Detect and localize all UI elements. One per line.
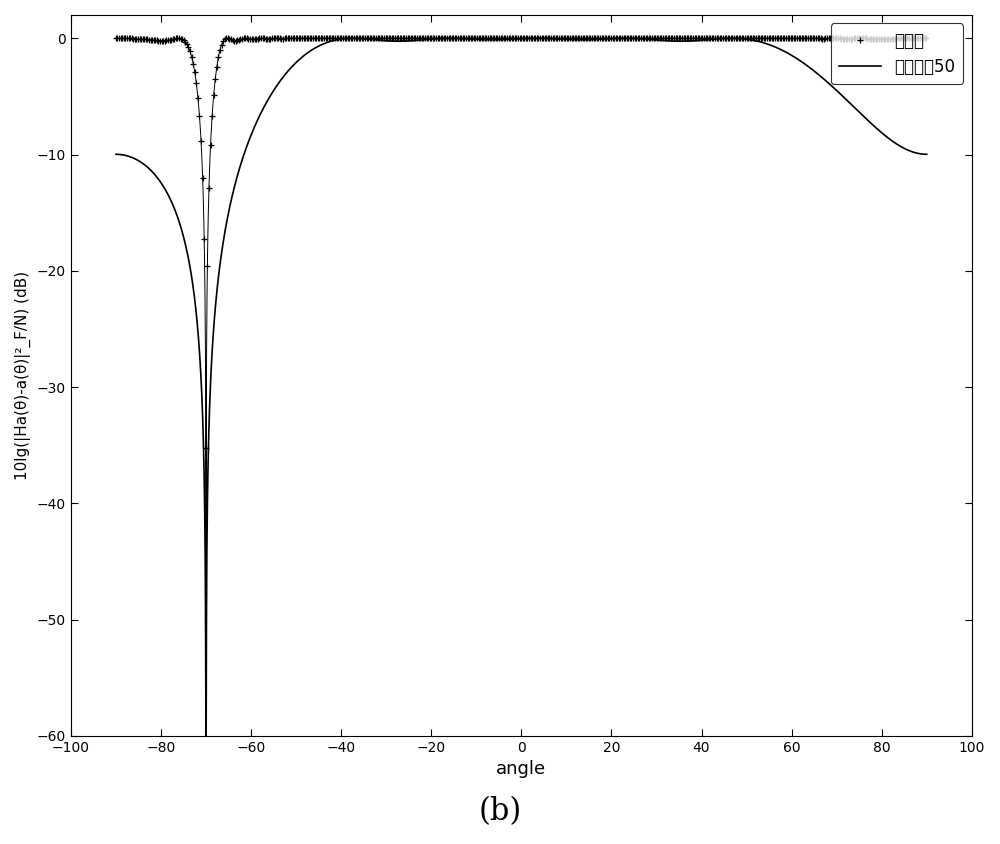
- 未迭代: [246, 34, 258, 44]
- 未迭代: [854, 33, 866, 43]
- X-axis label: angle: angle: [496, 760, 546, 778]
- 迭代次旰50: [774, 44, 786, 54]
- Line: 迭代次旰50: 迭代次旰50: [116, 38, 927, 736]
- 未迭代: [220, 33, 232, 43]
- 迭代次旰50: [391, 36, 403, 46]
- 迭代次旰50: [779, 46, 791, 57]
- 迭代次旰50: [200, 731, 212, 741]
- 未迭代: [920, 33, 932, 43]
- 迭代次旰50: [620, 33, 632, 43]
- 未迭代: [340, 33, 352, 43]
- Y-axis label: 10lg(|Ha(θ)-a(θ)|²_F/N) (dB): 10lg(|Ha(θ)-a(θ)|²_F/N) (dB): [15, 271, 31, 480]
- 迭代次旰50: [921, 149, 933, 160]
- Legend: 未迭代, 迭代次旰50: 未迭代, 迭代次旰50: [831, 24, 963, 84]
- 迭代次旰50: [149, 170, 161, 181]
- Line: 未迭代: 未迭代: [112, 35, 930, 452]
- 未迭代: [110, 33, 122, 43]
- Text: (b): (b): [478, 796, 522, 827]
- 迭代次旰50: [877, 128, 889, 138]
- 未迭代: [807, 33, 819, 43]
- 未迭代: [886, 34, 898, 44]
- 未迭代: [334, 33, 346, 43]
- 未迭代: [200, 443, 212, 453]
- 迭代次旰50: [110, 149, 122, 160]
- 迭代次旰50: [502, 35, 514, 45]
